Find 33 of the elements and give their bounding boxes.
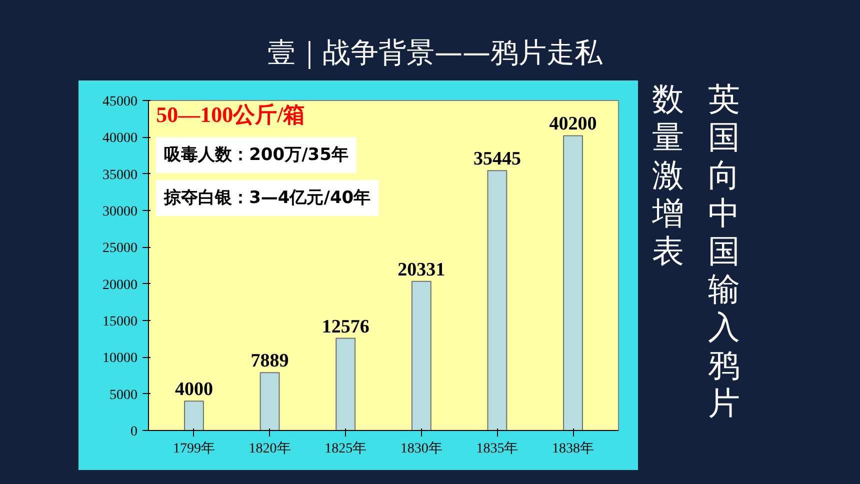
x-tick-label: 1838年 <box>552 440 594 456</box>
y-tick-label: 30000 <box>102 204 138 220</box>
annotation: 掠夺白银：3—4亿元/40年 <box>163 188 371 208</box>
bar <box>487 170 508 430</box>
data-label: 7889 <box>250 350 289 372</box>
y-tick-label: 20000 <box>102 278 138 293</box>
bar <box>260 372 280 430</box>
annotation: 吸毒人数：200万/35年 <box>164 145 348 166</box>
annotation: 50—100公斤/箱 <box>156 102 306 127</box>
data-label: 4000 <box>174 379 213 400</box>
y-tick-label: 25000 <box>102 241 138 256</box>
y-tick-label: 15000 <box>102 314 138 330</box>
data-label: 12576 <box>322 316 370 338</box>
y-tick-label: 35000 <box>102 168 138 183</box>
bar <box>184 400 204 430</box>
bar <box>336 338 356 430</box>
y-tick-label: 5000 <box>110 388 138 403</box>
y-tick-label: 45000 <box>102 94 138 110</box>
x-tick-label: 1835年 <box>476 440 518 456</box>
text: 英国向中国输入鸦片数量激增表 <box>652 80 740 422</box>
y-tick-label: 40000 <box>102 131 138 146</box>
y-tick-label: 10000 <box>102 351 138 366</box>
bar <box>411 280 432 430</box>
x-tick-label: 1820年 <box>248 440 291 456</box>
data-label: 40200 <box>549 114 597 135</box>
data-label: 20331 <box>398 259 446 280</box>
x-tick-label: 1830年 <box>400 440 442 456</box>
data-label: 35445 <box>473 148 521 170</box>
y-tick-label: 0 <box>130 424 138 440</box>
x-tick-label: 1799年 <box>172 440 215 456</box>
x-tick-label: 1825年 <box>324 440 367 456</box>
bar <box>563 135 583 430</box>
chart-title: 壹｜战争背景——鸦片走私 <box>268 35 602 71</box>
